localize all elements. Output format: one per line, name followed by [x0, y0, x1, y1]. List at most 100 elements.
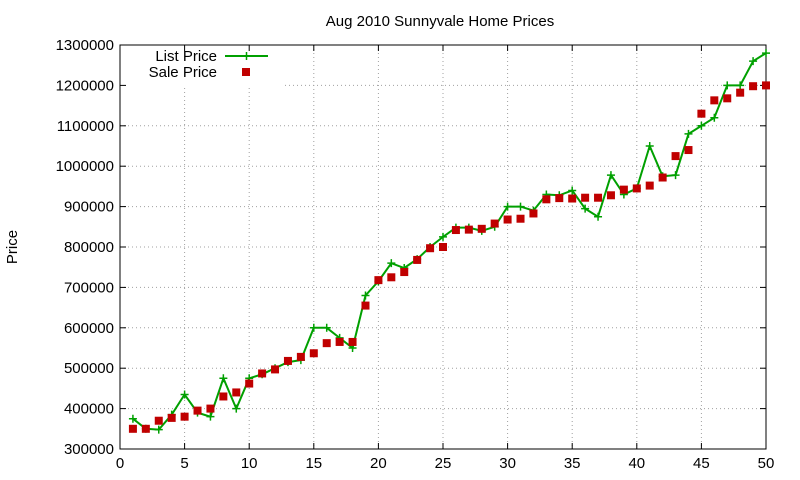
sale-price-point [348, 337, 357, 346]
legend-label-list-price: List Price [155, 48, 217, 65]
list-price-point [723, 81, 732, 90]
sale-price-point [128, 424, 137, 433]
sale-price-point [555, 194, 564, 203]
sale-price-point [309, 349, 318, 358]
legend-list-marker [242, 52, 251, 60]
list-price-point [671, 171, 680, 180]
list-price-point [568, 186, 577, 195]
list-price-point [645, 142, 654, 150]
x-tick-label: 5 [180, 455, 188, 472]
sale-price-point [464, 225, 473, 234]
sale-price-point [167, 413, 176, 422]
list-price-point [697, 121, 706, 130]
x-tick-label: 10 [241, 455, 258, 472]
sale-price-point [374, 276, 383, 285]
legend-label-sale-price: Sale Price [149, 64, 217, 81]
sale-price-point [503, 215, 512, 224]
list-price-point [749, 57, 758, 66]
sale-price-point [322, 339, 331, 348]
legend-sale-marker [242, 68, 250, 76]
list-price-point [581, 204, 590, 213]
sale-price-point [710, 96, 719, 105]
list-price-point [736, 81, 745, 90]
sale-price-point [400, 268, 409, 277]
sale-price-point [387, 273, 396, 282]
list-price-point [762, 49, 770, 58]
list-price-point [309, 323, 318, 332]
sale-price-point [542, 195, 551, 204]
y-tick-label: 500000 [64, 360, 114, 377]
x-tick-label: 25 [435, 455, 452, 472]
x-tick-label: 40 [628, 455, 645, 472]
list-price-point [594, 212, 603, 221]
y-tick-label: 300000 [64, 441, 114, 458]
sale-price-point [283, 356, 292, 365]
sale-price-point [723, 94, 732, 103]
sale-price-point [439, 243, 447, 251]
chart-title: Aug 2010 Sunnyvale Home Prices [326, 13, 554, 30]
sale-price-point [762, 81, 770, 90]
sale-price-point [451, 226, 460, 235]
sale-price-point [529, 209, 538, 218]
sale-price-point [671, 152, 680, 161]
sale-price-point [516, 214, 525, 223]
list-price-point [322, 323, 331, 332]
x-tick-label: 0 [116, 455, 124, 472]
y-tick-label: 1000000 [56, 158, 114, 175]
list-price-point [180, 390, 189, 399]
list-price-point [387, 259, 396, 268]
sale-price-point [335, 337, 344, 346]
list-price-point [606, 171, 615, 180]
sale-price-point [296, 352, 305, 361]
y-tick-label: 600000 [64, 320, 114, 337]
sale-price-point [697, 109, 706, 118]
sale-price-point [154, 416, 163, 425]
x-tick-label: 50 [758, 455, 775, 472]
sale-price-point [684, 146, 693, 155]
list-price-series [128, 49, 770, 434]
sale-price-point [749, 82, 758, 91]
list-price-point [503, 202, 512, 211]
sale-price-point [619, 185, 628, 194]
sale-price-point [219, 392, 228, 401]
sale-price-point [180, 412, 189, 421]
sale-price-point [245, 379, 254, 388]
sale-price-point [736, 88, 745, 97]
sale-price-point [232, 388, 241, 397]
sale-price-point [271, 365, 280, 374]
sale-price-point [606, 191, 615, 200]
y-tick-label: 1200000 [56, 77, 114, 94]
sale-price-point [568, 194, 577, 203]
sale-price-point [658, 173, 667, 182]
list-price-line [132, 52, 767, 431]
list-price-point [154, 425, 163, 434]
y-tick-label: 900000 [64, 199, 114, 216]
list-price-point [219, 374, 228, 383]
sale-price-point [477, 224, 486, 233]
sale-price-series [128, 81, 770, 433]
sale-price-point [632, 184, 641, 193]
y-tick-label: 1300000 [56, 37, 114, 54]
grid [120, 45, 766, 449]
sale-price-point [193, 406, 202, 415]
y-axis-label: Price [4, 230, 21, 264]
sale-price-point [361, 301, 370, 310]
sale-price-point [258, 369, 267, 378]
list-price-point [516, 202, 525, 211]
axes: 300000 400000 500000 600000 700000 800000 9000… [56, 37, 775, 472]
x-tick-label: 15 [305, 455, 322, 472]
list-price-point [232, 404, 241, 413]
list-price-point [206, 412, 215, 421]
y-tick-label: 1100000 [57, 118, 114, 135]
sale-price-point [594, 193, 603, 202]
sale-price-point [426, 244, 435, 253]
plot-frame [119, 44, 767, 450]
y-tick-label: 700000 [64, 279, 114, 296]
sale-price-point [490, 219, 499, 228]
legend: List Price Sale Price [149, 48, 268, 81]
sale-price-point [141, 424, 150, 433]
sale-price-point [581, 193, 590, 202]
list-price-point [361, 291, 370, 300]
y-tick-label: 800000 [64, 239, 114, 256]
